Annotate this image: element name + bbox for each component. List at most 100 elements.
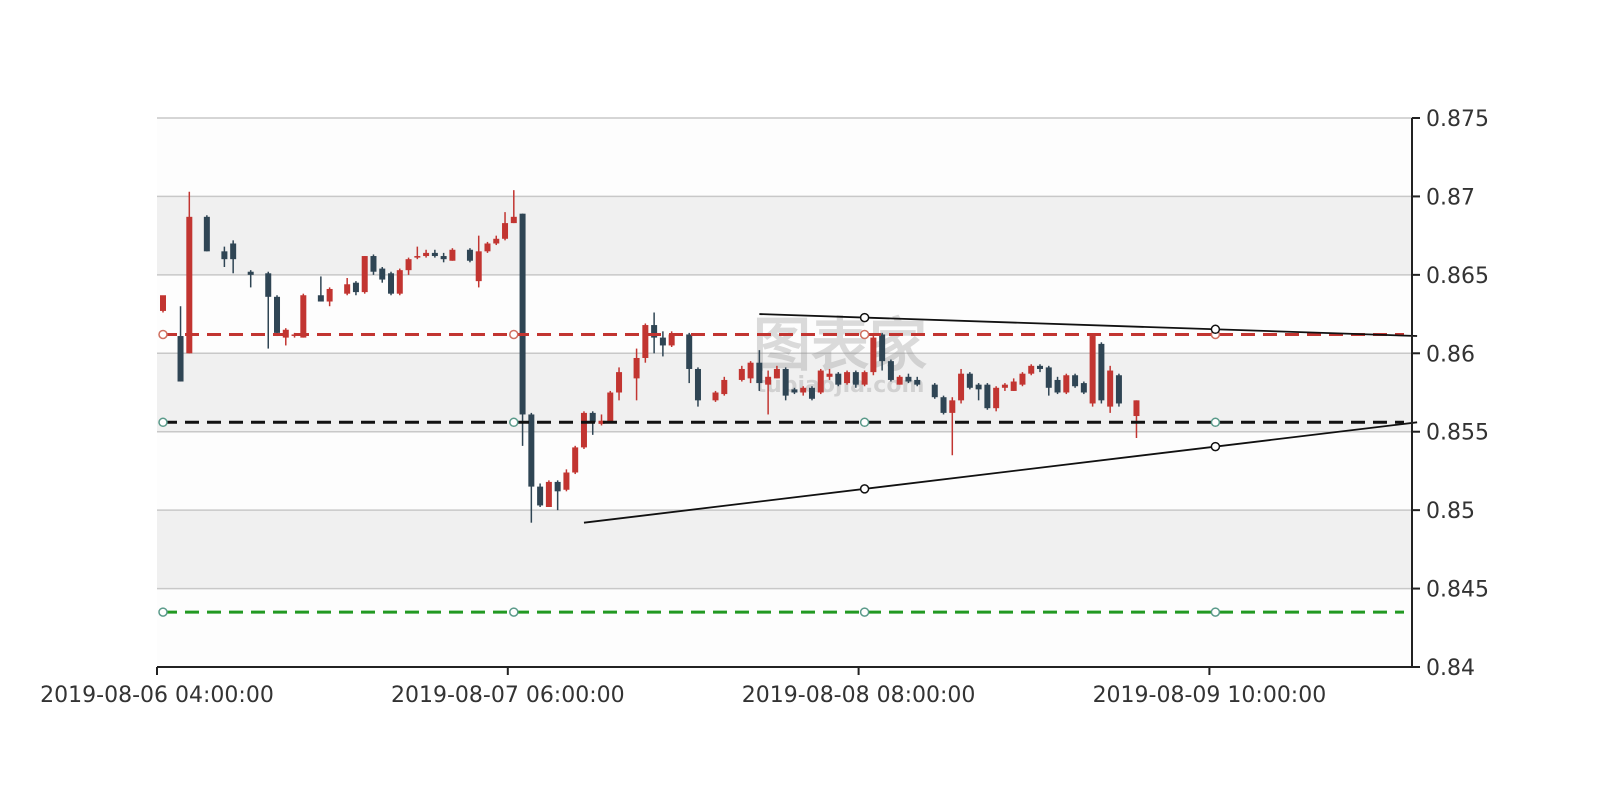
candle-body: [642, 325, 649, 358]
pivot-marker: [1210, 417, 1221, 428]
candle: [449, 248, 456, 261]
candle-body: [1072, 375, 1079, 387]
candle: [914, 376, 921, 387]
candle: [765, 370, 772, 415]
candle: [1037, 364, 1043, 373]
candle: [326, 287, 333, 307]
candle: [835, 372, 842, 387]
candle-body: [1098, 343, 1105, 401]
candle: [817, 368, 824, 395]
support-marker: [509, 607, 519, 617]
candle: [782, 367, 789, 401]
candle-body: [388, 273, 395, 294]
candle-body: [466, 249, 473, 261]
candle-body: [326, 288, 333, 302]
lower-trendline-marker: [1210, 441, 1221, 452]
candle-body: [852, 372, 859, 385]
pivot-marker: [859, 417, 870, 428]
candle: [1028, 364, 1035, 376]
candle-body: [861, 372, 868, 385]
candle: [887, 359, 894, 382]
candle: [291, 332, 298, 338]
resistance-level: [158, 329, 1404, 340]
candle: [607, 390, 614, 423]
candle: [721, 376, 728, 396]
candle: [879, 332, 886, 371]
candle: [773, 365, 780, 379]
candle: [659, 331, 666, 357]
candle-body: [1107, 370, 1114, 407]
candle-body: [1045, 367, 1052, 388]
candle: [756, 350, 763, 391]
candle: [1054, 376, 1061, 395]
candle-body: [177, 336, 184, 382]
candle-body: [747, 362, 754, 379]
candle: [808, 386, 815, 401]
candle-body: [800, 387, 807, 393]
candle: [563, 469, 570, 492]
candle: [616, 367, 623, 401]
candle: [844, 370, 851, 385]
upper-trendline: [759, 312, 1418, 337]
candle-body: [808, 387, 815, 399]
candle-body: [300, 295, 307, 338]
candle-body: [510, 216, 517, 224]
candle-body: [914, 379, 921, 385]
candle-body: [519, 213, 526, 415]
watermark: 图表家 tubiaojia.com: [753, 311, 927, 398]
candle: [572, 445, 579, 475]
candle-body: [344, 284, 351, 294]
candle: [826, 368, 833, 380]
candle: [747, 361, 754, 384]
candle-body: [887, 361, 894, 380]
candle-body: [958, 373, 965, 401]
candle-body: [545, 481, 552, 508]
candle: [1063, 373, 1070, 395]
candle-body: [423, 252, 430, 257]
candle-body: [756, 362, 763, 384]
candle-body: [694, 368, 701, 401]
candle: [931, 383, 938, 399]
candle: [230, 240, 237, 274]
candle: [519, 213, 526, 446]
candle-body: [274, 296, 281, 333]
candle-body: [668, 334, 675, 346]
candle-body: [1010, 381, 1017, 391]
candle-body: [440, 256, 447, 260]
candle: [405, 257, 412, 275]
candle-body: [993, 387, 1000, 409]
candle: [440, 252, 447, 263]
candle-body: [317, 295, 324, 302]
y-tick-label: 0.84: [1426, 656, 1475, 681]
candle-body: [431, 252, 438, 257]
candle: [1107, 365, 1114, 413]
candle-body: [247, 271, 254, 275]
candle-body: [984, 384, 991, 409]
candle-body: [659, 337, 666, 346]
resistance-marker: [158, 329, 168, 340]
candle-body: [905, 376, 912, 382]
candle: [484, 241, 491, 253]
candle: [958, 368, 965, 404]
candle-body: [186, 216, 193, 354]
candle: [247, 270, 254, 288]
pivot-level: [158, 417, 1404, 428]
candle: [598, 414, 605, 426]
candle: [1045, 365, 1052, 396]
candles: [160, 190, 1140, 523]
candle: [738, 365, 745, 382]
candle-body: [563, 472, 570, 490]
candle: [344, 277, 351, 296]
candle: [475, 235, 482, 288]
resistance-marker: [509, 329, 519, 340]
candle: [317, 276, 324, 302]
candle-body: [616, 372, 623, 393]
candle-body: [791, 389, 798, 393]
candle-body: [765, 376, 772, 385]
candle-body: [1028, 365, 1035, 374]
candle-body: [879, 334, 886, 362]
candle: [361, 256, 368, 294]
axes: [156, 117, 1420, 675]
candle-body: [449, 249, 456, 261]
candle: [203, 215, 210, 252]
